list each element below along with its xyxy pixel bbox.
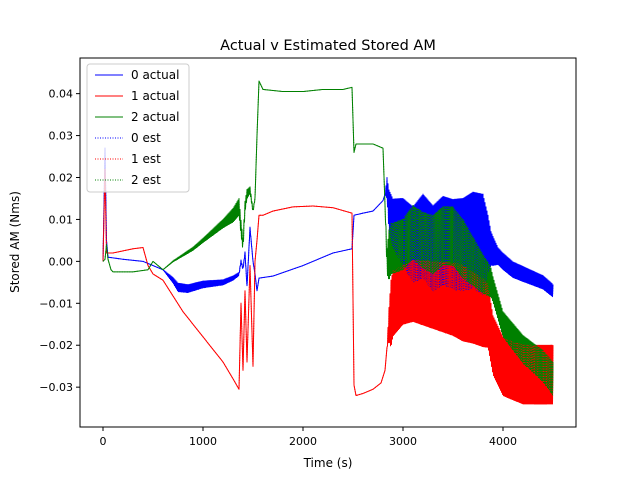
- y-axis: −0.03 −0.02 −0.01 0.00 0.01 0.02 0.03 0.04: [39, 88, 80, 394]
- y-tick-label: 0.02: [49, 172, 74, 185]
- y-tick-label: 0.04: [49, 88, 74, 101]
- legend-label: 0 actual: [131, 68, 179, 82]
- x-tick-label: 2000: [289, 435, 317, 448]
- legend-label: 1 actual: [131, 89, 179, 103]
- chart-title: Actual v Estimated Stored AM: [220, 38, 436, 54]
- legend: 0 actual 1 actual 2 actual 0 est 1 est 2 est: [86, 63, 190, 193]
- y-tick-label: 0.01: [49, 213, 74, 226]
- x-tick-label: 4000: [489, 435, 517, 448]
- legend-label: 1 est: [131, 152, 161, 166]
- x-tick-label: 1000: [189, 435, 217, 448]
- x-axis: 0 1000 2000 3000 4000: [100, 427, 517, 448]
- y-tick-label: −0.02: [39, 339, 73, 352]
- series-layer: [102, 80, 554, 405]
- plot-frame: [79, 57, 577, 428]
- legend-label: 2 est: [131, 173, 161, 187]
- legend-label: 2 actual: [131, 110, 179, 124]
- x-tick-label: 3000: [389, 435, 417, 448]
- x-tick-label: 0: [100, 435, 107, 448]
- y-tick-label: −0.01: [39, 297, 73, 310]
- series-line-0-est: [102, 147, 554, 298]
- y-tick-label: 0.03: [49, 130, 74, 143]
- y-tick-label: −0.03: [39, 381, 73, 394]
- x-axis-label: Time (s): [303, 456, 353, 470]
- series-line-2-est: [102, 80, 554, 396]
- legend-label: 0 est: [131, 131, 161, 145]
- y-axis-label: Stored AM (Nms): [8, 191, 22, 293]
- y-tick-label: 0.00: [49, 255, 74, 268]
